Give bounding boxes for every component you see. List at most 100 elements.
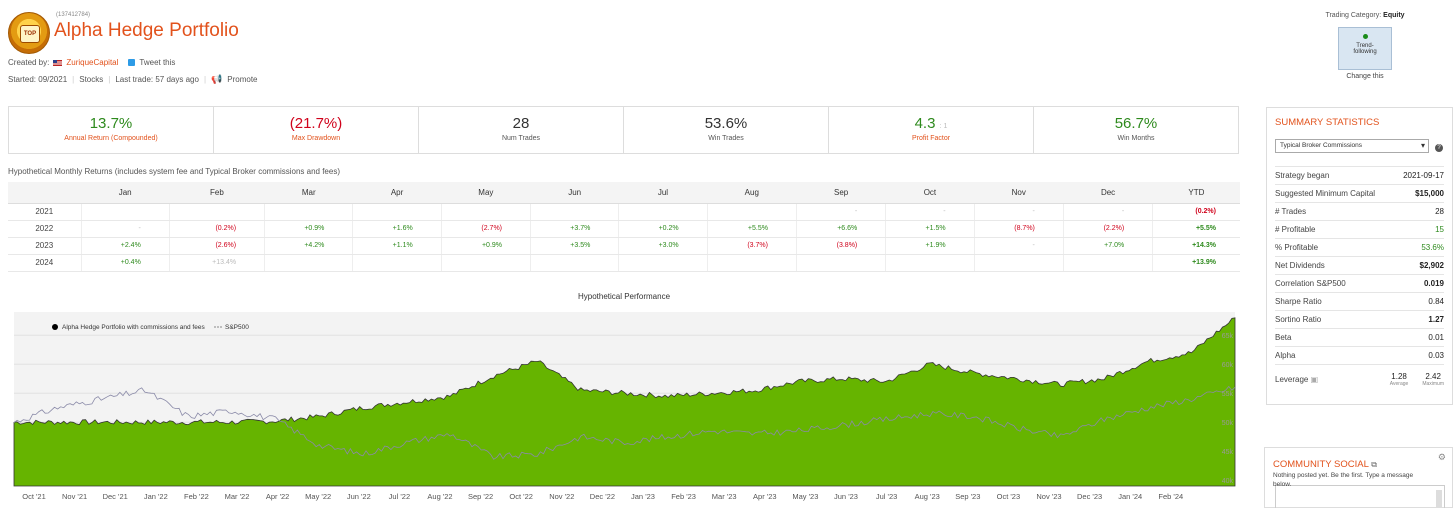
ytd-cell: +13.9%: [1152, 254, 1240, 272]
summary-value: $2,902: [1419, 261, 1444, 270]
month-cell: [264, 203, 354, 221]
legend-label-portfolio: Alpha Hedge Portfolio with commissions a…: [62, 324, 205, 331]
popout-icon[interactable]: ⧉: [1371, 460, 1377, 469]
asset-class: Stocks: [79, 75, 104, 84]
month-cell: (2.7%): [441, 220, 532, 238]
table-row: 2021- - - - (0.2%): [8, 203, 1240, 221]
kpi-num-trades: 28 Num Trades: [419, 107, 624, 153]
month-cell: +1.1%: [352, 237, 442, 255]
summary-row: # Profitable 15: [1275, 220, 1444, 238]
summary-value: 0.03: [1428, 351, 1444, 360]
month-cell: +0.9%: [441, 237, 532, 255]
month-cell: (3.8%): [796, 237, 887, 255]
x-tick-label: Sep '23: [955, 492, 980, 501]
month-cell: +1.9%: [885, 237, 975, 255]
gear-icon[interactable]: ⚙: [1437, 452, 1446, 462]
status-dot-icon: [1362, 34, 1368, 39]
legend-label-sp500: S&P500: [225, 324, 249, 331]
year-cell: 2022: [8, 220, 82, 238]
author-link[interactable]: ZuriqueCapital: [66, 58, 119, 67]
strategy-id: (137412784): [56, 12, 91, 18]
summary-label: Correlation S&P500: [1275, 279, 1346, 288]
table-header-row: Jan Feb Mar Apr May Jun Jul Aug Sep Oct Nov Dec YTD: [8, 182, 1240, 204]
summary-row: Sharpe Ratio 0.84: [1275, 292, 1444, 310]
column-header: Jun: [530, 182, 619, 204]
category-box-label-1: Trend-: [1356, 43, 1374, 49]
performance-chart[interactable]: 40k 45k 50k 55k 60k 65k Oct '21 Nov '21 Dec '21 J…: [8, 306, 1240, 508]
table-row: 2022- (0.2%) +0.9% +1.6% (2.7%) +3.7% +0.2% +5.…: [8, 220, 1240, 238]
month-cell: +13.4%: [169, 254, 266, 272]
kpi-value: 13.7%: [89, 115, 133, 132]
chart-icon[interactable]: ▣: [1310, 375, 1319, 384]
summary-value: 28: [1435, 207, 1444, 216]
kpi-value: 4.3: [914, 115, 936, 132]
kpi-win-months: 56.7% Win Months: [1034, 107, 1238, 153]
summary-label: Suggested Minimum Capital: [1275, 189, 1376, 198]
kpi-label[interactable]: Max Drawdown: [291, 135, 341, 142]
trading-category: Trading Category: Equity: [1290, 12, 1440, 19]
summary-label: Strategy began: [1275, 171, 1330, 180]
x-tick-label: Jun '22: [347, 492, 371, 501]
kpi-sub-value: : 1: [939, 123, 948, 130]
help-icon[interactable]: ?: [1435, 144, 1443, 152]
column-header: Oct: [885, 182, 975, 204]
month-cell: (2.6%): [169, 237, 266, 255]
summary-row: Correlation S&P500 0.019: [1275, 274, 1444, 292]
megaphone-icon[interactable]: 📢: [211, 74, 223, 84]
x-tick-label: May '23: [792, 492, 818, 501]
column-header: Jul: [618, 182, 708, 204]
summary-statistics-panel: SUMMARY STATISTICS Typical Broker Commis…: [1266, 107, 1453, 405]
x-tick-label: Jul '22: [389, 492, 410, 501]
summary-row: # Trades 28: [1275, 202, 1444, 220]
month-cell: [441, 254, 532, 272]
summary-value: $15,000: [1415, 189, 1444, 198]
summary-value: 2021-09-17: [1403, 171, 1444, 180]
divider: |: [108, 75, 111, 84]
legend-dot-marker: [52, 324, 58, 330]
trend-following-box[interactable]: Trend- following: [1338, 27, 1392, 70]
page-title: Alpha Hedge Portfolio: [54, 20, 239, 41]
change-category-link[interactable]: Change this: [1346, 73, 1384, 80]
month-cell: -: [1063, 203, 1154, 221]
commission-select[interactable]: Typical Broker Commissions: [1275, 139, 1429, 153]
month-cell: (0.2%): [169, 220, 266, 238]
community-message-box[interactable]: [1275, 485, 1445, 508]
month-cell: [974, 254, 1064, 272]
twitter-icon[interactable]: [128, 59, 136, 66]
year-cell: 2023: [8, 237, 82, 255]
summary-row: Sortino Ratio 1.27: [1275, 310, 1444, 328]
month-cell: +3.0%: [618, 237, 708, 255]
table-row: 2024 +0.4% +13.4% +13.9%: [8, 254, 1240, 272]
ytd-cell: +14.3%: [1152, 237, 1240, 255]
top-strategy-badge-icon: TOP: [8, 12, 50, 54]
x-tick-label: Jul '23: [876, 492, 897, 501]
tweet-link[interactable]: Tweet this: [139, 58, 176, 67]
promote-link[interactable]: Promote: [227, 75, 258, 84]
column-header: Nov: [974, 182, 1064, 204]
scrollbar[interactable]: [1436, 490, 1442, 508]
summary-row: Net Dividends $2,902: [1275, 256, 1444, 274]
community-title: COMMUNITY SOCIAL ⧉: [1273, 459, 1377, 470]
summary-row: Beta 0.01: [1275, 328, 1444, 346]
kpi-value: 53.6%: [704, 115, 748, 132]
y-tick-label: 60k: [1222, 362, 1234, 369]
chart-title: Hypothetical Performance: [577, 292, 671, 301]
year-cell: 2024: [8, 254, 82, 272]
summary-label: Beta: [1275, 333, 1292, 342]
column-header: Mar: [264, 182, 353, 204]
kpi-bar: 13.7% Annual Return (Compounded) (21.7%)…: [8, 106, 1239, 154]
leverage-average: 1.28 Average: [1389, 372, 1409, 387]
month-cell: (2.2%): [1063, 220, 1154, 238]
month-cell: -: [885, 203, 975, 221]
kpi-label: Win Trades: [708, 135, 744, 142]
month-cell: [618, 254, 708, 272]
trading-category-value: Equity: [1383, 12, 1405, 19]
month-cell: +3.5%: [530, 237, 620, 255]
kpi-label[interactable]: Profit Factor: [911, 135, 951, 142]
column-header: Sep: [796, 182, 886, 204]
summary-value: 1.27: [1428, 315, 1444, 324]
kpi-label[interactable]: Annual Return (Compounded): [64, 135, 158, 142]
month-cell: [618, 203, 708, 221]
community-social-panel: COMMUNITY SOCIAL ⧉ ⚙ Nothing posted yet.…: [1264, 447, 1453, 508]
x-tick-label: Jan '22: [144, 492, 168, 501]
